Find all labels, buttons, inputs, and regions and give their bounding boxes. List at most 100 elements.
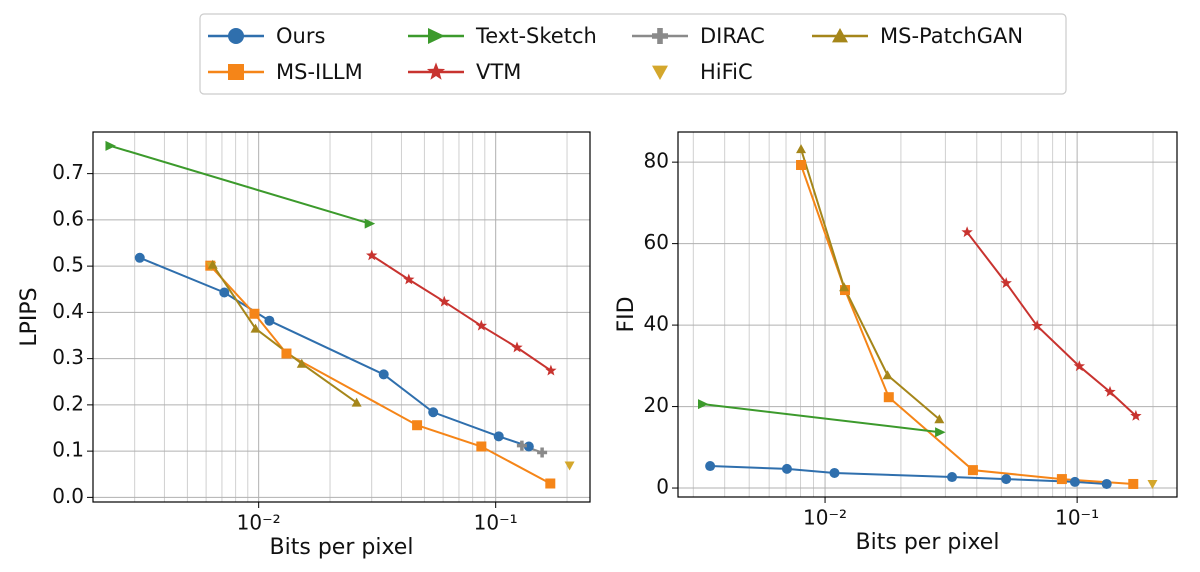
series-line: [800, 164, 1134, 485]
y-axis-label: FID: [614, 296, 639, 332]
marker: [1104, 385, 1116, 397]
series-line: [966, 231, 1137, 417]
marker: [281, 348, 292, 359]
marker: [516, 440, 527, 451]
marker: [1031, 319, 1043, 331]
marker: [883, 392, 894, 403]
legend-label: DIRAC: [700, 24, 765, 48]
y-tick-label: 40: [644, 312, 669, 336]
marker: [934, 414, 945, 424]
marker: [207, 259, 218, 269]
y-tick-label: 0: [656, 475, 669, 499]
marker: [796, 159, 807, 170]
x-axis-label: Bits per pixel: [270, 535, 414, 560]
marker: [1000, 277, 1012, 288]
x-tick-label: 10⁻¹: [1055, 506, 1099, 530]
legend-label: MS-PatchGAN: [880, 24, 1023, 48]
marker: [839, 282, 850, 292]
marker: [412, 420, 423, 431]
y-tick-label: 0.6: [52, 206, 84, 230]
series-line: [800, 148, 940, 420]
marker: [1130, 409, 1142, 421]
legend-marker: [228, 28, 244, 44]
y-tick-label: 0.3: [52, 345, 84, 369]
marker: [249, 308, 260, 319]
plot: 10⁻² 10⁻¹ 0 20 40 60 80 Bits per pixel FID: [614, 131, 1178, 555]
marker: [882, 370, 893, 380]
y-tick-label: 60: [644, 230, 669, 254]
marker: [250, 323, 261, 333]
marker: [829, 467, 840, 478]
marker: [947, 472, 958, 483]
plot: 10⁻² 10⁻¹ 0.0 0.1 0.2 0.3 0.4 0.5 0.6 0.7 Bits per…: [17, 131, 591, 560]
y-tick-label: 80: [644, 149, 669, 173]
legend-box: [199, 13, 1067, 95]
marker: [438, 295, 450, 307]
y-tick-label: 0.7: [52, 160, 84, 184]
x-axis-label: Bits per pixel: [856, 530, 1000, 555]
marker: [781, 463, 792, 474]
y-tick-label: 20: [644, 393, 669, 417]
axes-frame: [92, 131, 591, 503]
y-tick-label: 0.5: [52, 253, 84, 277]
marker: [296, 358, 307, 368]
marker: [537, 447, 548, 458]
legend-label: VTM: [476, 60, 521, 84]
marker: [403, 273, 415, 285]
marker: [1101, 478, 1112, 489]
marker: [475, 319, 488, 331]
marker: [476, 441, 487, 452]
marker: [1056, 474, 1067, 485]
x-tick-label: 10⁻¹: [474, 511, 518, 535]
marker: [428, 407, 439, 418]
marker: [378, 369, 389, 380]
series-line: [211, 264, 358, 404]
marker: [564, 461, 575, 471]
y-tick-label: 0.4: [52, 299, 84, 323]
legend-label: Text-Sketch: [475, 24, 597, 48]
marker: [1069, 476, 1080, 487]
legend-marker: [228, 64, 244, 80]
legend-label: Ours: [276, 24, 325, 48]
legend-marker: [652, 28, 668, 44]
marker: [1001, 474, 1012, 485]
marker: [105, 140, 116, 151]
marker: [545, 478, 556, 489]
marker: [967, 465, 978, 476]
legend-marker: [652, 65, 668, 80]
legend-label: HiFiC: [700, 60, 753, 84]
series-line: [371, 254, 552, 372]
marker: [366, 249, 378, 261]
legend-label: MS-ILLM: [276, 60, 363, 84]
marker: [134, 252, 145, 263]
marker: [219, 287, 230, 298]
series-line: [209, 265, 551, 485]
legend-marker: [832, 28, 848, 43]
marker: [1073, 360, 1085, 372]
series-line: [110, 144, 370, 225]
marker: [1128, 478, 1139, 489]
series-line: [139, 256, 530, 448]
marker: [705, 461, 716, 472]
marker: [796, 144, 807, 154]
marker: [1147, 479, 1158, 489]
marker: [351, 397, 362, 407]
axes-frame: [677, 131, 1178, 498]
series-line: [710, 465, 1107, 485]
marker: [264, 315, 275, 326]
series-line: [702, 403, 941, 434]
y-tick-label: 0.2: [52, 391, 84, 415]
marker: [493, 431, 504, 442]
x-tick-label: 10⁻²: [237, 511, 281, 535]
x-tick-label: 10⁻²: [803, 506, 847, 530]
marker: [364, 218, 376, 229]
marker: [698, 399, 709, 410]
marker: [545, 364, 557, 376]
legend-marker: [426, 62, 446, 80]
y-tick-label: 0.0: [52, 484, 84, 508]
y-tick-label: 0.1: [52, 438, 84, 462]
y-axis-label: LPIPS: [17, 287, 42, 346]
marker: [511, 341, 523, 353]
marker: [935, 427, 946, 438]
